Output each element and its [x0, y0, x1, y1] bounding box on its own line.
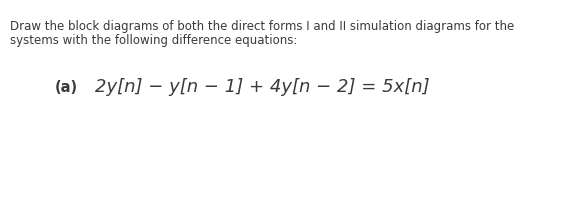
Text: Draw the block diagrams of both the direct forms I and II simulation diagrams fo: Draw the block diagrams of both the dire… [10, 20, 514, 33]
Text: systems with the following difference equations:: systems with the following difference eq… [10, 34, 297, 47]
Text: 2y[n] − y[n − 1] + 4y[n − 2] = 5x[n]: 2y[n] − y[n − 1] + 4y[n − 2] = 5x[n] [95, 78, 430, 96]
Text: (a): (a) [55, 80, 78, 95]
